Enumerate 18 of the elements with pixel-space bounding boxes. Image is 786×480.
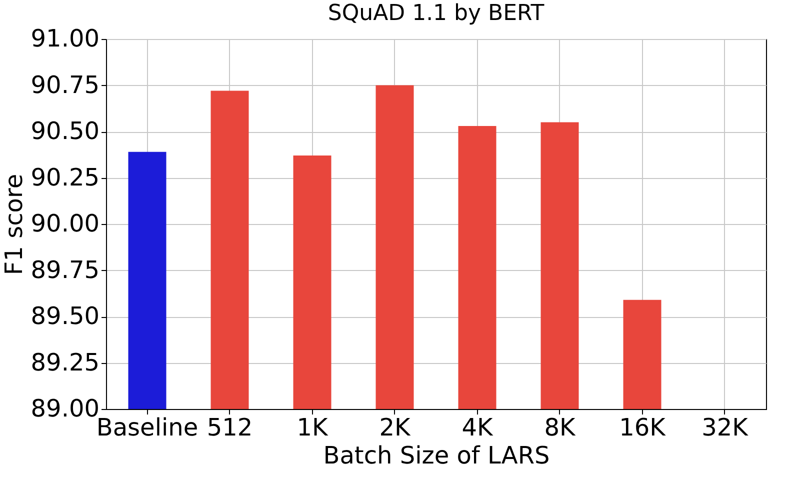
- x-tick-label: 32K: [702, 414, 750, 442]
- y-axis-title: F1 score: [0, 174, 28, 276]
- y-tick-label: 89.25: [30, 348, 100, 376]
- y-tick-label: 89.75: [30, 256, 100, 284]
- chart-title: SQuAD 1.1 by BERT: [328, 1, 545, 26]
- x-tick-label: 16K: [619, 414, 667, 442]
- y-tick-label: 91.00: [30, 24, 100, 52]
- x-tick-label: 8K: [544, 414, 577, 442]
- y-tick-label: 90.00: [30, 210, 100, 238]
- x-axis-title: Batch Size of LARS: [323, 442, 550, 470]
- x-tick-label: 2K: [379, 414, 412, 442]
- x-tick-label: 512: [206, 414, 253, 442]
- x-tick-label: 4K: [462, 414, 494, 442]
- y-tick-label: 89.50: [30, 302, 100, 330]
- x-tick-label: 1K: [296, 414, 330, 442]
- y-tick-label: 90.25: [30, 163, 100, 192]
- y-tick-label: 90.75: [30, 70, 100, 99]
- y-tick-label: 90.50: [30, 117, 100, 145]
